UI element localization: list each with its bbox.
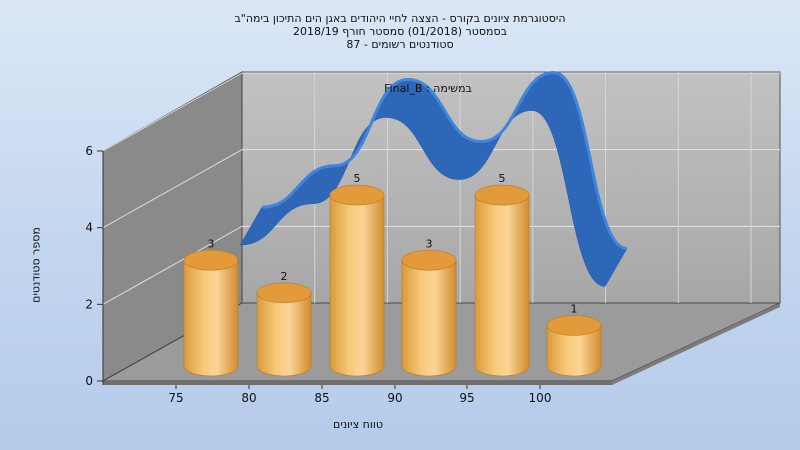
x-axis-label: טווח ציונים bbox=[333, 418, 383, 431]
bar-body bbox=[474, 194, 530, 377]
bar-value-label: 5 bbox=[354, 172, 361, 185]
gridline-left bbox=[102, 149, 243, 229]
y-tick-label: 0 bbox=[85, 374, 93, 388]
bar: 3 bbox=[183, 237, 239, 377]
bar-top bbox=[401, 249, 457, 271]
series-curve bbox=[239, 71, 628, 287]
bar-body bbox=[329, 194, 385, 377]
gridline-left bbox=[102, 72, 243, 152]
bar-value-label: 1 bbox=[571, 302, 578, 315]
task-annotation: Final_B : במשימה bbox=[384, 82, 472, 95]
bar: 3 bbox=[401, 237, 457, 377]
bar-body bbox=[183, 259, 239, 377]
floor-edge bbox=[103, 381, 612, 385]
bar-body bbox=[546, 325, 602, 377]
chart-title: היסטוגרמת ציונים בקורס - הצצה לחיי היהוד… bbox=[0, 12, 800, 51]
x-tick-label: 90 bbox=[387, 391, 402, 405]
title-line-3: סטודנטים רשומים - 87 bbox=[346, 38, 454, 51]
bar: 5 bbox=[474, 172, 530, 377]
bar-value-label: 2 bbox=[281, 270, 288, 283]
y-tick-label: 4 bbox=[85, 221, 93, 235]
bar-value-label: 5 bbox=[499, 172, 506, 185]
x-tick-label: 75 bbox=[168, 391, 183, 405]
y-tick-label: 6 bbox=[85, 144, 93, 158]
y-axis-label: מספר סטודנטים bbox=[29, 227, 43, 303]
x-tick-label: 85 bbox=[314, 391, 329, 405]
bar-top bbox=[546, 315, 602, 336]
bar-body bbox=[401, 259, 457, 377]
bar: 1 bbox=[546, 302, 602, 377]
axis-ticks: 0 2 4 6 75 80 85 90 95 100 bbox=[85, 144, 551, 405]
bar: 5 bbox=[329, 172, 385, 377]
bar-top bbox=[183, 249, 239, 271]
gridline-left bbox=[102, 225, 243, 305]
x-tick-label: 100 bbox=[529, 391, 552, 405]
bar: 2 bbox=[256, 270, 312, 377]
title-line-2: בסמסטר (01/2018) סמסטר חורף 2018/19 bbox=[293, 25, 507, 38]
bar-value-label: 3 bbox=[208, 237, 215, 250]
x-tick-label: 95 bbox=[459, 391, 474, 405]
x-tick-label: 80 bbox=[241, 391, 256, 405]
bar-top bbox=[329, 184, 385, 206]
floor-side-edge bbox=[612, 303, 780, 385]
bars-group: 3 2 5 3 5 1 bbox=[183, 172, 602, 377]
title-line-1: היסטוגרמת ציונים בקורס - הצצה לחיי היהוד… bbox=[234, 12, 566, 25]
bar-top bbox=[256, 282, 312, 304]
bar-body bbox=[256, 292, 312, 377]
y-tick-label: 2 bbox=[85, 297, 93, 311]
bar-value-label: 3 bbox=[426, 237, 433, 250]
curve-highlight bbox=[261, 71, 628, 250]
bar-top bbox=[474, 184, 530, 206]
